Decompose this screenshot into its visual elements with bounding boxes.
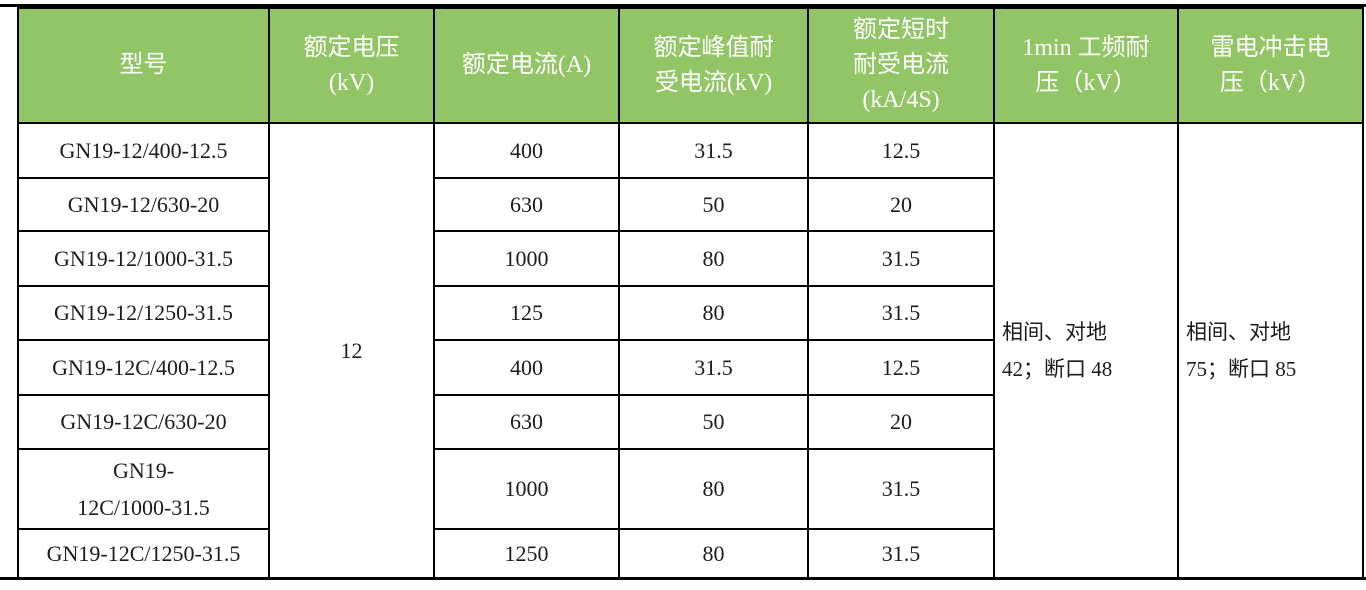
cell-rated-current: 125: [433, 285, 620, 341]
cell-model: GN19-12/400-12.5: [17, 122, 270, 179]
header-model: 型号: [17, 7, 270, 124]
cell-peak-withstand: 31.5: [618, 122, 809, 179]
cell-rated-current: 1000: [433, 230, 620, 287]
cell-rated-voltage-merged: 12: [268, 122, 435, 580]
cell-peak-withstand: 80: [618, 448, 809, 530]
table-row: GN19-12C/400-12.5 400 31.5 12.5: [17, 339, 1363, 396]
cell-short-time-withstand: 31.5: [807, 230, 995, 287]
cell-peak-withstand: 50: [618, 394, 809, 450]
cell-rated-current: 1250: [433, 528, 620, 580]
cell-model: GN19-12C/400-12.5: [17, 339, 270, 396]
cell-rated-current: 630: [433, 177, 620, 232]
header-short-time-withstand: 额定短时 耐受电流 (kA/4S): [807, 7, 995, 124]
header-rated-voltage: 额定电压 (kV): [268, 7, 435, 124]
table-row: GN19-12/630-20 630 50 20: [17, 177, 1363, 232]
cell-peak-withstand: 31.5: [618, 339, 809, 396]
cell-short-time-withstand: 31.5: [807, 528, 995, 580]
cell-model: GN19-12C/1250-31.5: [17, 528, 270, 580]
table-row: GN19-12/1000-31.5 1000 80 31.5: [17, 230, 1363, 287]
table-row: GN19-12/400-12.5 12 400 31.5 12.5 相间、对地 …: [17, 122, 1364, 580]
cell-model: GN19-12C/630-20: [17, 394, 270, 450]
cell-model: GN19- 12C/1000-31.5: [17, 448, 270, 530]
cell-lightning-impulse-merged: 相间、对地 75；断口 85: [1177, 122, 1364, 580]
top-rule: [0, 4, 1366, 7]
cell-peak-withstand: 80: [618, 528, 809, 580]
cell-short-time-withstand: 20: [807, 177, 995, 232]
cell-peak-withstand: 80: [618, 285, 809, 341]
header-peak-withstand: 额定峰值耐 受电流(kV): [618, 7, 809, 124]
cell-rated-current: 400: [433, 339, 620, 396]
cell-rated-current: 630: [433, 394, 620, 450]
cell-peak-withstand: 80: [618, 230, 809, 287]
spec-table: 型号 额定电压 (kV) 额定电流(A) 额定峰值耐 受电流(kV) 额定短时 …: [17, 7, 1364, 580]
bottom-rule: [0, 577, 1366, 580]
cell-model: GN19-12/630-20: [17, 177, 270, 232]
table-row: GN19- 12C/1000-31.5 1000 80 31.5: [17, 448, 1363, 530]
cell-power-frequency-merged: 相间、对地 42；断口 48: [993, 122, 1179, 580]
table-row: GN19-12/1250-31.5 125 80 31.5: [17, 285, 1363, 341]
cell-rated-current: 1000: [433, 448, 620, 530]
cell-model: GN19-12/1250-31.5: [17, 285, 270, 341]
cell-short-time-withstand: 20: [807, 394, 995, 450]
cell-short-time-withstand: 31.5: [807, 448, 995, 530]
cell-model: GN19-12/1000-31.5: [17, 230, 270, 287]
cell-short-time-withstand: 31.5: [807, 285, 995, 341]
header-power-frequency: 1min 工频耐 压（kV）: [993, 7, 1179, 124]
header-rated-current: 额定电流(A): [433, 7, 620, 124]
cell-peak-withstand: 50: [618, 177, 809, 232]
header-lightning-impulse: 雷电冲击电 压（kV）: [1177, 7, 1364, 124]
cell-rated-current: 400: [433, 122, 620, 179]
cell-short-time-withstand: 12.5: [807, 339, 995, 396]
cell-short-time-withstand: 12.5: [807, 122, 995, 179]
header-row: 型号 额定电压 (kV) 额定电流(A) 额定峰值耐 受电流(kV) 额定短时 …: [17, 7, 1364, 124]
table-row: GN19-12C/630-20 630 50 20: [17, 394, 1363, 450]
